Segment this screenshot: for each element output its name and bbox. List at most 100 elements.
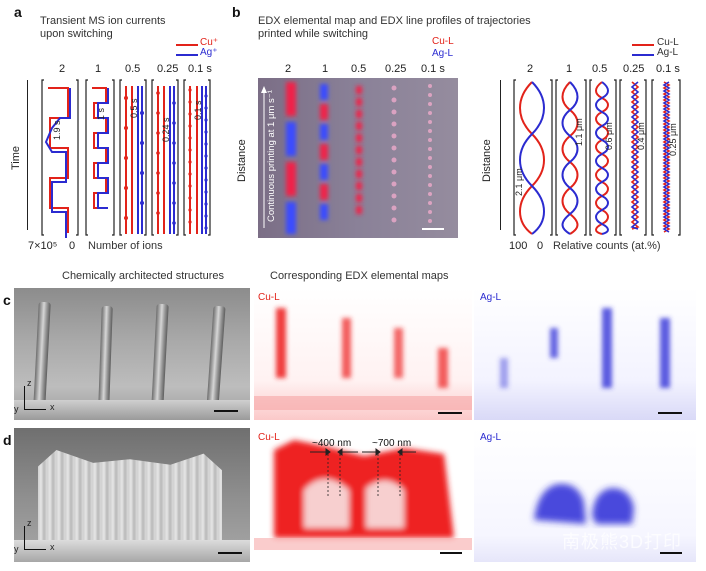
profile-x-axis: Relative counts (at.%) xyxy=(553,240,661,252)
panel-b-map-stripes xyxy=(261,82,444,234)
panel-b-map-caption: Continuous printing at 1 μm s⁻¹ xyxy=(266,90,277,222)
profile-curves xyxy=(513,79,681,236)
profile-x-tick-0: 100 xyxy=(509,240,528,252)
panel-c-axis-z: z xyxy=(27,378,32,388)
pillar-4 xyxy=(206,305,226,409)
panel-a-duration-0: 1.9 s xyxy=(52,120,62,140)
legend-cu-label: Cu⁺ xyxy=(200,37,219,48)
legend-ag-line xyxy=(176,54,198,56)
panel-a-letter: a xyxy=(14,4,22,20)
panel-c-axis-x: x xyxy=(50,402,55,412)
panel-a-cu-dots xyxy=(124,88,192,224)
panel-d-ag-shapes xyxy=(534,483,682,554)
pillar-1 xyxy=(33,301,51,409)
profile-spacing-2: 0.6 μm xyxy=(604,122,614,150)
panel-d-wall xyxy=(38,450,222,542)
panel-a-duration-2: 0.5 s xyxy=(129,98,139,118)
panel-a-x-axis: Number of ions xyxy=(88,240,163,252)
panel-a-col-1: 1 xyxy=(95,63,102,75)
panel-d-axis-z: z xyxy=(27,518,32,528)
panel-a-duration-1: 1 s xyxy=(96,107,106,120)
panel-a-ag-trace xyxy=(44,86,207,238)
panel-a-ag-dots xyxy=(140,94,208,230)
profile-col-2: 0.5 xyxy=(592,63,608,75)
panel-b-col-1: 1 xyxy=(322,63,329,75)
panel-a-title-2: upon switching xyxy=(40,28,113,40)
profile-col-3: 0.25 xyxy=(623,63,645,75)
panel-a-x-tick-0: 7×10⁵ xyxy=(28,240,58,252)
profile-legend-cu: Cu-L xyxy=(657,37,679,48)
panel-a-title-1: Transient MS ion currents xyxy=(40,15,166,27)
panel-d-ag-label: Ag-L xyxy=(480,432,502,443)
panel-d-axis-x: x xyxy=(50,542,55,552)
panel-b-col-2: 0.5 xyxy=(351,63,367,75)
panel-c-ag-map xyxy=(474,288,696,420)
profile-col-0: 2 xyxy=(527,63,534,75)
profile-legend-ag: Ag-L xyxy=(657,47,679,58)
profile-spacing-3: 0.4 μm xyxy=(636,122,646,150)
panel-a-duration-3: 0.24 s xyxy=(161,117,171,142)
row-header-left: Chemically architected structures xyxy=(62,270,225,282)
legend-ag-label: Ag⁺ xyxy=(200,47,218,58)
panel-a-col-2: 0.5 xyxy=(125,63,141,75)
panel-d-cu-shapes xyxy=(254,440,472,554)
pillar-3 xyxy=(151,303,169,409)
panel-b-title-1: EDX elemental map and EDX line profiles … xyxy=(258,15,531,27)
panel-d-dim-700: ~700 nm xyxy=(372,438,412,449)
panel-b-col-4: 0.1 s xyxy=(421,63,445,75)
panel-a-traces xyxy=(41,79,211,238)
panel-c-letter: c xyxy=(3,292,11,308)
profile-spacing-4: 0.25 μm xyxy=(668,123,678,156)
panel-d-axis-y: y xyxy=(14,544,19,554)
panel-d-ag-map xyxy=(474,428,696,562)
profile-x-tick-1: 0 xyxy=(537,240,544,252)
watermark: 南极熊3D打印 xyxy=(562,532,683,552)
panel-a-col-3: 0.25 xyxy=(157,63,179,75)
panel-a-y-arrow xyxy=(27,80,28,230)
panel-c-sem-image xyxy=(14,288,250,420)
legend-cu-line xyxy=(176,44,198,46)
panel-d-scalebar xyxy=(218,552,242,554)
panel-b-map-legend-ag: Ag-L xyxy=(432,48,454,59)
row-header-right: Corresponding EDX elemental maps xyxy=(270,270,449,282)
panel-b-edx-map xyxy=(258,78,458,238)
panel-d-dim-400: ~400 nm xyxy=(312,438,352,449)
panel-c-cu-label: Cu-L xyxy=(258,292,280,303)
panel-d-sem-image xyxy=(14,428,250,562)
panel-b-letter: b xyxy=(232,4,241,20)
panel-a-col-0: 2 xyxy=(59,63,66,75)
panel-c-ag-label: Ag-L xyxy=(480,292,502,303)
panel-d-axis-z-line xyxy=(24,526,25,550)
panel-d-base xyxy=(14,540,250,562)
profile-col-4: 0.1 s xyxy=(656,63,680,75)
panel-c-cu-map xyxy=(254,288,472,420)
panel-c-cu-shapes xyxy=(254,308,472,414)
panel-d-cu-map xyxy=(254,428,472,562)
panel-a-x-tick-1: 0 xyxy=(69,240,76,252)
profile-spacing-1: 1.1 μm xyxy=(574,118,584,146)
panel-b-map-legend-cu: Cu-L xyxy=(432,36,454,47)
panel-d-letter: d xyxy=(3,432,12,448)
panel-c-scalebar xyxy=(214,410,238,412)
profile-col-1: 1 xyxy=(566,63,573,75)
profile-y-axis: Distance xyxy=(481,139,493,182)
panel-b-y-axis: Distance xyxy=(236,139,248,182)
profile-legend-ag-line xyxy=(632,54,654,56)
panel-c-axis-z-line xyxy=(24,386,25,410)
panel-c-ag-shapes xyxy=(500,308,682,414)
panel-c-axis-x-line xyxy=(24,409,46,410)
panel-b-col-0: 2 xyxy=(285,63,292,75)
panel-d-axis-x-line xyxy=(24,549,46,550)
panel-b-col-3: 0.25 xyxy=(385,63,407,75)
panel-a-duration-4: 0.1 s xyxy=(193,100,203,120)
panel-a-frames xyxy=(41,79,211,236)
panel-c-base xyxy=(14,400,250,420)
panel-c-axis-y: y xyxy=(14,404,19,414)
pillar-2 xyxy=(98,305,113,409)
profile-y-arrow xyxy=(500,80,501,230)
profile-spacing-0: 2.1 μm xyxy=(514,168,524,196)
profile-legend-cu-line xyxy=(632,44,654,46)
panel-a-col-4: 0.1 s xyxy=(188,63,212,75)
panel-d-cu-label: Cu-L xyxy=(258,432,280,443)
panel-b-title-2: printed while switching xyxy=(258,28,369,40)
